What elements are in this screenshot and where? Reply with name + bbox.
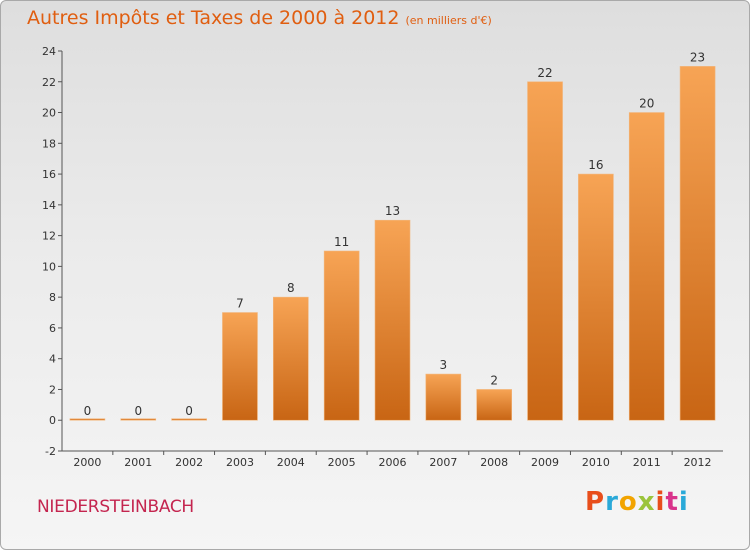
data-label: 3 [440,358,448,372]
x-tick-label: 2011 [633,456,661,469]
x-tick-label: 2012 [684,456,712,469]
data-label: 2 [490,373,498,387]
bar [425,373,462,421]
brand-letter: r [605,487,619,517]
commune-name: NIEDERSTEINBACH [37,497,194,517]
data-label: 7 [236,297,244,311]
x-tick-label: 2006 [379,456,407,469]
chart-subtitle: (en milliers d'€) [405,14,492,27]
y-tick-label: 20 [42,107,56,120]
x-tick-label: 2005 [328,456,356,469]
data-label: 23 [690,50,705,64]
data-label: 8 [287,281,295,295]
y-tick-label: 10 [42,260,56,273]
bar [527,81,563,421]
chart-title: Autres Impôts et Taxes de 2000 à 2012 (en… [27,7,492,29]
brand-letter: i [655,487,666,517]
data-label: 0 [84,404,92,418]
data-label: 13 [385,204,400,218]
x-tick-label: 2010 [582,456,610,469]
data-label: 16 [588,158,603,172]
y-tick-label: 2 [49,383,56,396]
y-tick-label: 24 [42,45,56,58]
brand-letter: o [618,487,638,517]
x-tick-label: 2001 [124,456,152,469]
brand-letter: i [678,487,689,517]
x-tick-label: 2004 [277,456,305,469]
y-tick-label: 8 [49,291,56,304]
bar [222,312,258,421]
y-tick-label: -2 [45,445,56,458]
bar [476,389,512,421]
brand-letter: t [665,487,679,517]
y-tick-label: 22 [42,76,56,89]
brand-letter: P [585,487,606,517]
bar [171,418,207,421]
y-tick-label: 4 [49,353,56,366]
bar [323,250,360,421]
data-label: 20 [639,97,654,111]
y-tick-label: 12 [42,230,56,243]
y-tick-label: 6 [49,322,56,335]
x-tick-label: 2002 [175,456,203,469]
bar [120,418,157,421]
y-tick-label: 14 [42,199,56,212]
x-tick-label: 2007 [429,456,457,469]
x-tick-label: 2009 [531,456,559,469]
data-label: 22 [537,66,552,80]
bar [374,219,411,421]
y-tick-label: 16 [42,168,56,181]
y-tick-label: 0 [49,414,56,427]
bars [69,66,716,421]
bar [69,418,106,421]
proxiti-logo: Proxiti [585,487,689,517]
chart-title-text: Autres Impôts et Taxes de 2000 à 2012 [27,7,400,29]
data-label: 11 [334,235,349,249]
x-tick-label: 2008 [480,456,508,469]
x-tick-label: 2000 [73,456,101,469]
y-tick-label: 18 [42,137,56,150]
brand-letter: x [637,487,656,517]
data-label: 0 [134,404,142,418]
bar [679,66,716,421]
data-label: 0 [185,404,193,418]
bar [578,173,614,421]
x-tick-label: 2003 [226,456,254,469]
bar [273,296,309,421]
bar [628,112,665,421]
